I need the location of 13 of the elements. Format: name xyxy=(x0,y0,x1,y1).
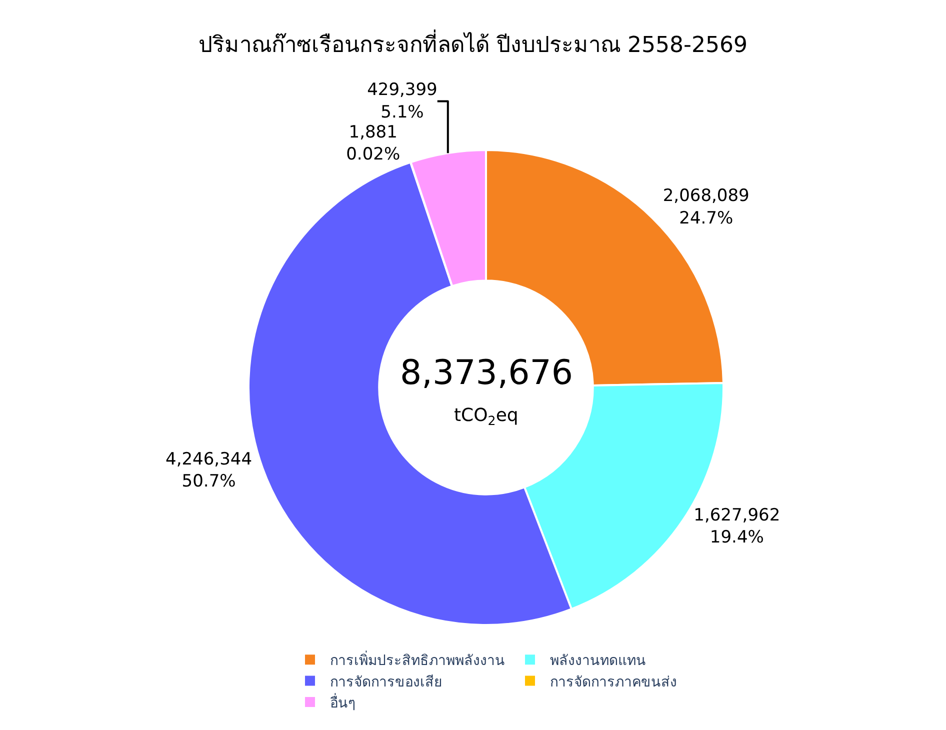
legend-label: การเพิ่มประสิทธิภาพพลังงาน xyxy=(330,651,505,670)
text: tCO$_{2}$eq xyxy=(454,405,518,428)
chart-title: ปริมาณก๊าซเรือนกระจกที่ลดได้ ปีงบประมาณ 2558-2569 xyxy=(198,28,748,58)
legend-label: อื่นๆ xyxy=(330,693,356,712)
legend-label: พลังงานทดแทน xyxy=(550,653,646,670)
legend-label: การจัดการของเสีย xyxy=(330,674,442,690)
legend-label: การจัดการภาคขนส่ง xyxy=(550,674,677,690)
data-label: 1,881 0.02% xyxy=(346,122,400,164)
data-label: 2,068,089 24.7% xyxy=(662,186,750,228)
data-label: 429,399 5.1% xyxy=(367,80,438,122)
text: 8,373,676 xyxy=(400,353,574,393)
data-label: 4,246,344 50.7% xyxy=(166,449,252,492)
data-label: 1,627,962 19.4% xyxy=(694,505,780,548)
